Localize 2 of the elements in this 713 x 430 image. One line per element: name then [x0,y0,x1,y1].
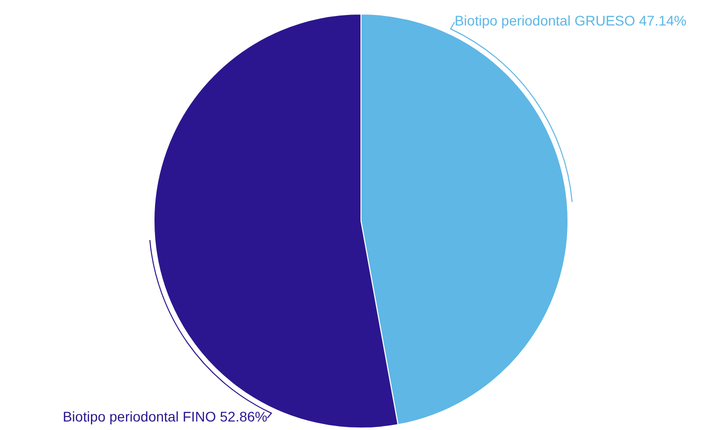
slice-label: Biotipo periodontal FINO 52.86% [62,408,268,425]
slice-label: Biotipo periodontal GRUESO 47.14% [454,12,687,29]
